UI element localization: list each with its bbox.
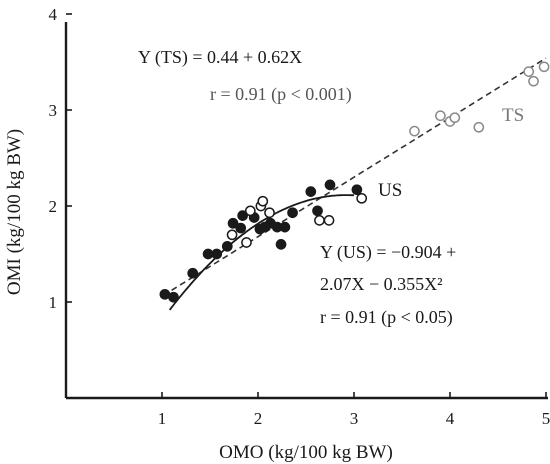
ts-regression-line (171, 57, 547, 291)
us-filled-point (168, 291, 179, 303)
ts-annotation: Y (TS) = 0.44 + 0.62X r = 0.91 (p < 0.00… (138, 47, 524, 126)
x-tick-label: 3 (350, 409, 359, 428)
ts-series-label: TS (502, 105, 524, 126)
us-filled-point (235, 222, 247, 234)
us-open-point (257, 195, 269, 207)
us-filled-point (351, 184, 363, 196)
us-annotation: US Y (US) = −0.904 + 2.07X − 0.355X² r =… (320, 180, 456, 328)
us-filled-point (312, 205, 323, 217)
x-ticks: 1 2 3 4 5 (158, 392, 550, 428)
us-open-point (244, 205, 256, 217)
us-filled-point (202, 248, 214, 260)
us-filled-point (211, 248, 223, 260)
x-tick-label: 4 (446, 409, 455, 428)
us-filled-point (305, 186, 317, 197)
ts-open-point (538, 61, 550, 73)
us-filled-point (237, 210, 248, 221)
us-filled-point (159, 288, 171, 300)
us-equation-line-2: 2.07X − 0.355X² (320, 274, 443, 294)
us-filled-point (187, 267, 199, 279)
us-filled-point (275, 239, 287, 250)
x-tick-label: 1 (158, 409, 167, 428)
ts-open-point (528, 75, 539, 87)
us-open-point (226, 229, 238, 241)
x-tick-label: 2 (254, 409, 263, 428)
us-filled-point (324, 179, 336, 191)
us-filled-point (221, 240, 233, 252)
y-tick-label: 3 (49, 101, 58, 120)
ts-open-point (409, 125, 420, 137)
us-correlation: r = 0.91 (p < 0.05) (320, 307, 453, 328)
ts-open-point (449, 112, 461, 124)
us-filled-point (287, 207, 298, 219)
us-regression-curve (168, 194, 355, 311)
ts-open-point (473, 121, 485, 133)
ts-open-point (435, 110, 446, 122)
ts-open-point (523, 66, 535, 77)
us-open-point (356, 192, 368, 204)
y-tick-label: 2 (49, 197, 58, 216)
y-axis-title: OMI (kg/100 kg BW) (4, 129, 25, 295)
plot-area (64, 22, 548, 400)
data-points (159, 61, 550, 303)
x-axis-title: OMO (kg/100 kg BW) (219, 442, 393, 463)
us-equation-line-1: Y (US) = −0.904 + (320, 242, 456, 263)
y-tick-label: 1 (49, 293, 58, 312)
x-tick-label: 5 (542, 409, 550, 428)
us-open-point (314, 215, 325, 226)
us-series-label: US (378, 180, 402, 201)
us-filled-point (279, 221, 291, 233)
us-filled-point (227, 217, 239, 229)
fit-lines (168, 57, 547, 311)
us-open-point (264, 207, 275, 219)
ts-equation: Y (TS) = 0.44 + 0.62X (138, 47, 302, 68)
y-ticks: 1 2 3 4 (49, 5, 72, 312)
us-open-point (241, 237, 252, 248)
y-tick-label: 4 (49, 5, 58, 24)
us-open-point (323, 215, 335, 226)
ts-correlation: r = 0.91 (p < 0.001) (210, 84, 352, 105)
